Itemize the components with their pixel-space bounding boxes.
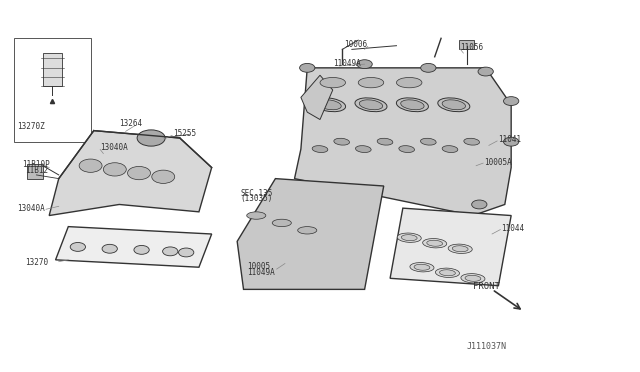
Circle shape <box>357 60 372 68</box>
Ellipse shape <box>414 264 430 270</box>
Ellipse shape <box>401 235 417 241</box>
Text: 11B10P: 11B10P <box>22 160 49 169</box>
Polygon shape <box>237 179 384 289</box>
Ellipse shape <box>246 212 266 219</box>
Circle shape <box>102 244 117 253</box>
Circle shape <box>137 130 165 146</box>
Ellipse shape <box>355 98 387 112</box>
Circle shape <box>300 63 315 72</box>
Text: 11056: 11056 <box>460 43 483 52</box>
Ellipse shape <box>359 100 383 110</box>
Ellipse shape <box>410 263 434 272</box>
Text: 11049A: 11049A <box>333 59 360 68</box>
Polygon shape <box>56 227 212 267</box>
Circle shape <box>152 170 175 183</box>
Ellipse shape <box>399 146 415 153</box>
Ellipse shape <box>464 138 479 145</box>
Text: 10005: 10005 <box>246 262 270 271</box>
Ellipse shape <box>396 77 422 88</box>
Text: 15255: 15255 <box>173 129 196 138</box>
Ellipse shape <box>272 219 291 227</box>
Ellipse shape <box>397 233 421 243</box>
Text: 13040A: 13040A <box>100 144 128 153</box>
Ellipse shape <box>314 98 346 112</box>
Ellipse shape <box>422 238 447 248</box>
Ellipse shape <box>465 275 481 281</box>
Ellipse shape <box>320 77 346 88</box>
Ellipse shape <box>442 100 465 110</box>
Bar <box>459 40 474 49</box>
Text: FRONT: FRONT <box>473 282 500 291</box>
Ellipse shape <box>334 138 349 145</box>
Ellipse shape <box>355 146 371 153</box>
Bar <box>43 53 62 86</box>
Circle shape <box>70 243 86 251</box>
Text: 13270: 13270 <box>26 258 49 267</box>
Ellipse shape <box>358 77 384 88</box>
Ellipse shape <box>312 146 328 153</box>
Ellipse shape <box>318 100 341 110</box>
Polygon shape <box>390 208 511 286</box>
Text: 13040A: 13040A <box>17 203 45 213</box>
Circle shape <box>179 248 194 257</box>
Ellipse shape <box>438 98 470 112</box>
Circle shape <box>127 166 150 180</box>
Polygon shape <box>49 131 212 215</box>
Text: (13035): (13035) <box>241 195 273 203</box>
Circle shape <box>79 159 102 172</box>
Bar <box>27 164 43 179</box>
Text: 11041: 11041 <box>499 135 522 144</box>
Circle shape <box>134 246 149 254</box>
Circle shape <box>478 67 493 76</box>
Bar <box>14 38 91 142</box>
Ellipse shape <box>401 100 424 110</box>
Text: 13270Z: 13270Z <box>17 122 45 131</box>
Text: 10006: 10006 <box>344 41 367 49</box>
Text: 11049A: 11049A <box>246 268 275 277</box>
Ellipse shape <box>420 138 436 145</box>
Text: J111037N: J111037N <box>467 342 507 351</box>
Ellipse shape <box>435 268 460 278</box>
Circle shape <box>504 137 519 146</box>
Circle shape <box>103 163 126 176</box>
Polygon shape <box>294 68 511 215</box>
Ellipse shape <box>377 138 393 145</box>
Text: 10005A: 10005A <box>484 157 512 167</box>
Ellipse shape <box>298 227 317 234</box>
Ellipse shape <box>442 146 458 153</box>
Circle shape <box>472 200 487 209</box>
Ellipse shape <box>427 240 443 246</box>
Polygon shape <box>301 75 333 119</box>
Ellipse shape <box>396 98 428 112</box>
Circle shape <box>420 63 436 72</box>
Text: 11B12: 11B12 <box>26 166 49 174</box>
Ellipse shape <box>448 244 472 253</box>
Text: 11044: 11044 <box>502 224 525 233</box>
Circle shape <box>504 97 519 106</box>
Ellipse shape <box>452 246 468 252</box>
Ellipse shape <box>440 270 456 276</box>
Circle shape <box>163 247 178 256</box>
Text: SEC.135: SEC.135 <box>241 189 273 198</box>
Ellipse shape <box>461 274 485 283</box>
Text: 13264: 13264 <box>119 119 142 128</box>
